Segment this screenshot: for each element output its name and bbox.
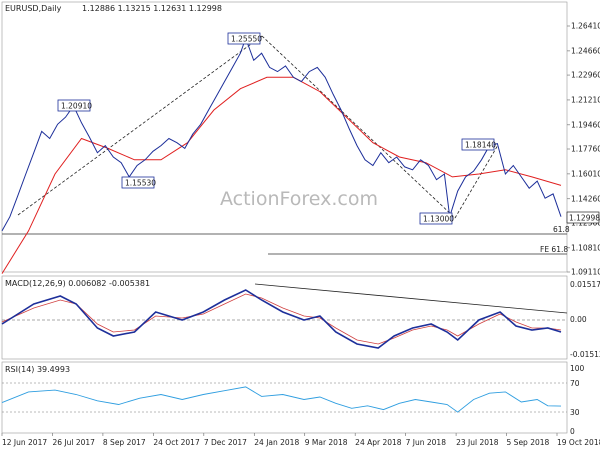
- time-tick-label: 24 Jan 2018: [254, 438, 299, 447]
- current-price-tag: 1.12998: [566, 211, 600, 224]
- macd-tick-bottom: -0.015126: [570, 350, 600, 359]
- price-tick-label: 1.17760: [571, 145, 600, 154]
- svg-text:1.20910: 1.20910: [61, 102, 92, 111]
- price-tick-label: 1.22960: [571, 71, 600, 80]
- time-tick-label: 7 Dec 2017: [204, 438, 247, 447]
- price-tick-label: 1.19460: [571, 120, 600, 129]
- watermark: ActionForex.com: [220, 188, 378, 210]
- downtrend-line: [261, 35, 456, 219]
- chart-symbol: EURUSD,Daily: [5, 4, 62, 13]
- label-high-2: 1.25550: [227, 32, 262, 45]
- svg-text:1.15530: 1.15530: [125, 179, 156, 188]
- rsi-line: [1, 386, 562, 413]
- price-line: [1, 36, 562, 232]
- time-tick-label: 5 Sep 2018: [507, 438, 550, 447]
- price-panel: [1, 1, 568, 273]
- svg-text:1.18140: 1.18140: [465, 141, 496, 150]
- macd-label: MACD(12,26,9) 0.006082 -0.005381: [5, 279, 150, 288]
- time-tick-label: 23 Jul 2018: [456, 438, 499, 447]
- price-tick-label: 1.14260: [571, 194, 600, 203]
- price-tick-label: 1.21210: [571, 95, 600, 104]
- macd-tick-top: 0.015178: [570, 280, 600, 289]
- time-axis: 12 Jun 2017 26 Jul 2017 8 Sep 2017 24 Oct 2…: [1, 433, 600, 447]
- macd-tick-zero: 0.00: [570, 315, 587, 324]
- macd-main-line: [1, 289, 562, 349]
- price-tick-label: 1.10810: [571, 243, 600, 252]
- time-tick-label: 7 Jun 2018: [406, 438, 447, 447]
- rsi-tick-0: 0: [570, 427, 575, 436]
- label-high-1: 1.20910: [57, 99, 92, 112]
- svg-text:1.13000: 1.13000: [423, 215, 454, 224]
- rsi-panel: [1, 361, 568, 434]
- time-tick-label: 8 Sep 2017: [103, 438, 146, 447]
- time-tick-label: 19 Oct 2018: [557, 438, 600, 447]
- time-tick-label: 9 Mar 2018: [305, 438, 348, 447]
- rsi-tick-30: 30: [570, 408, 580, 417]
- price-axis: 1.26410 1.24660 1.22960 1.21210 1.19460 1.177…: [567, 22, 600, 277]
- moving-average-line: [1, 76, 562, 274]
- fe-label: FE 61.8: [540, 245, 568, 254]
- macd-trend-line: [254, 283, 568, 314]
- fib-label: 61.8: [553, 225, 570, 234]
- rsi-tick-100: 100: [570, 364, 585, 373]
- rsi-tick-70: 70: [570, 379, 580, 388]
- rebound-line: [454, 144, 499, 219]
- chart-ohlc: 1.12886 1.13215 1.12631 1.12998: [82, 4, 222, 13]
- uptrend-line: [17, 35, 263, 216]
- time-tick-label: 12 Jun 2017: [2, 438, 47, 447]
- price-tick-label: 1.24660: [571, 46, 600, 55]
- svg-text:1.12998: 1.12998: [569, 214, 600, 223]
- time-tick-label: 26 Jul 2017: [52, 438, 95, 447]
- rsi-label: RSI(14) 39.4993: [5, 365, 70, 374]
- svg-text:1.25550: 1.25550: [231, 35, 262, 44]
- price-tick-label: 1.16010: [571, 169, 600, 178]
- label-low-2: 1.13000: [419, 212, 454, 225]
- macd-panel: [1, 275, 568, 360]
- label-low-1: 1.15530: [121, 176, 156, 189]
- time-tick-label: 24 Oct 2017: [153, 438, 200, 447]
- label-high-3: 1.18140: [461, 138, 496, 151]
- price-tick-label: 1.26410: [571, 22, 600, 31]
- time-tick-label: 24 Apr 2018: [355, 438, 402, 447]
- macd-signal-line: [1, 293, 562, 345]
- price-tick-label: 1.09110: [571, 268, 600, 277]
